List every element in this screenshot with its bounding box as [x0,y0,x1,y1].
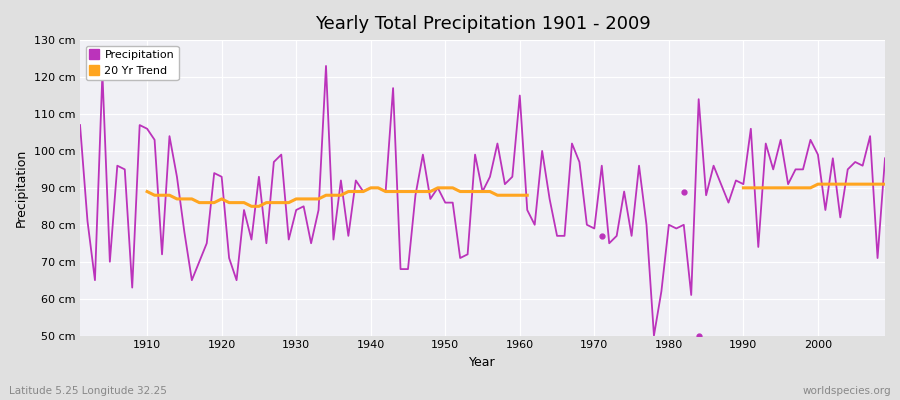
Legend: Precipitation, 20 Yr Trend: Precipitation, 20 Yr Trend [86,46,179,80]
X-axis label: Year: Year [469,356,496,369]
Title: Yearly Total Precipitation 1901 - 2009: Yearly Total Precipitation 1901 - 2009 [315,15,651,33]
Y-axis label: Precipitation: Precipitation [15,149,28,227]
Text: worldspecies.org: worldspecies.org [803,386,891,396]
Text: Latitude 5.25 Longitude 32.25: Latitude 5.25 Longitude 32.25 [9,386,166,396]
